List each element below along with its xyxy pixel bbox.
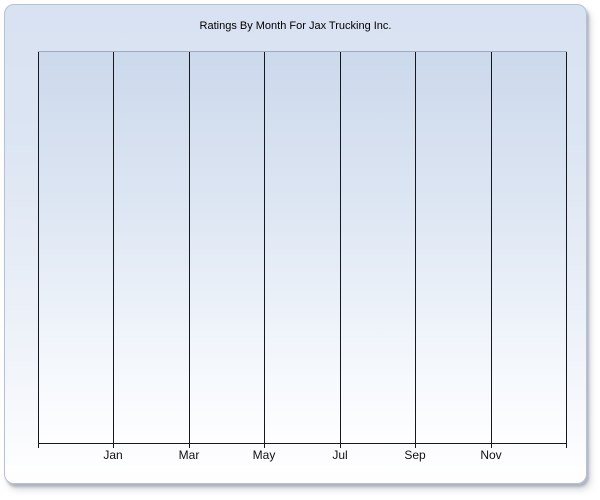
x-axis-label: May [252, 448, 276, 462]
x-axis-label: Jan [103, 448, 123, 462]
vertical-gridline [113, 52, 114, 443]
chart-title: Ratings By Month For Jax Trucking Inc. [199, 20, 392, 32]
x-axis-label: Sep [404, 448, 426, 462]
x-axis-labels: Jan Mar May Jul Sep Nov [38, 448, 567, 464]
x-axis-ticks [38, 444, 567, 449]
x-axis-label: Mar [178, 448, 200, 462]
x-axis-label: Jul [332, 448, 348, 462]
x-axis-tick [491, 444, 492, 448]
x-axis-tick [415, 444, 416, 448]
vertical-gridline [340, 52, 341, 443]
vertical-gridline [491, 52, 492, 443]
x-axis-label: Nov [480, 448, 502, 462]
x-axis-tick [264, 444, 265, 448]
vertical-gridline [566, 52, 567, 443]
chart-panel: Ratings By Month For Jax Trucking Inc. J… [4, 4, 587, 484]
plot-area [38, 51, 567, 444]
vertical-gridline [189, 52, 190, 443]
x-axis-tick [189, 444, 190, 448]
vertical-gridline [415, 52, 416, 443]
x-axis-tick [566, 444, 567, 448]
x-axis-tick [113, 444, 114, 448]
vertical-gridline [264, 52, 265, 443]
vertical-gridline [38, 52, 39, 443]
x-axis-tick [38, 444, 39, 448]
x-axis-tick [340, 444, 341, 448]
